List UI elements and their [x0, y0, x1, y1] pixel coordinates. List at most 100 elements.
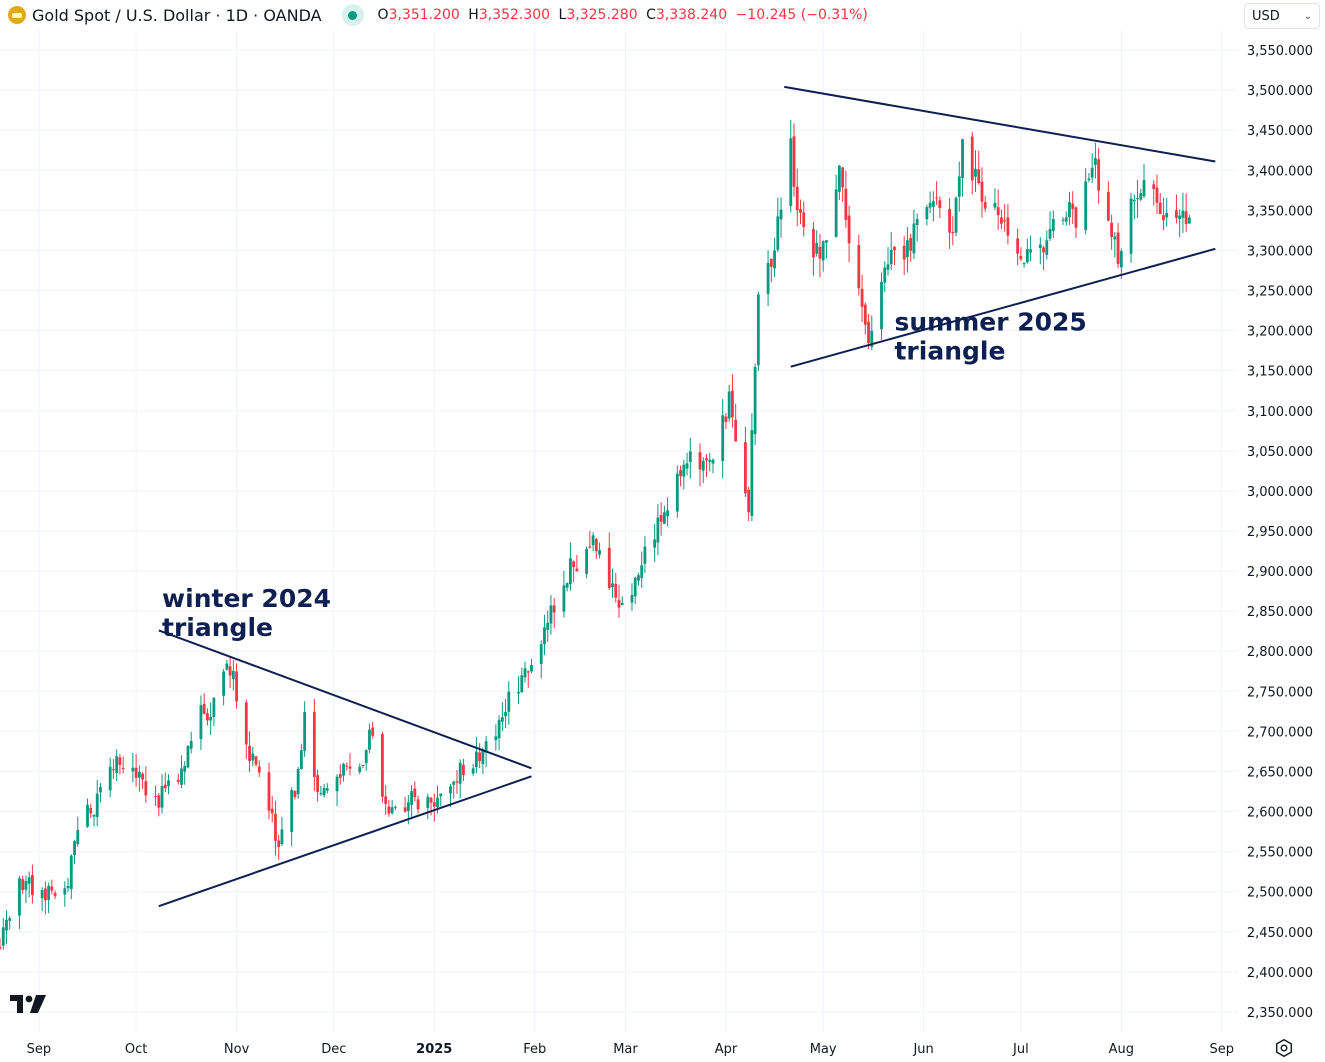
candle — [1139, 188, 1143, 202]
candle — [494, 724, 498, 751]
candle — [1165, 197, 1169, 227]
candle-body — [504, 711, 507, 717]
candle-body — [656, 517, 660, 543]
candle — [31, 864, 34, 904]
currency-selector[interactable]: USD ⌄ — [1244, 3, 1320, 29]
candle-body — [406, 802, 410, 812]
price-tick-label: 2,550.000 — [1247, 846, 1313, 861]
candle-body — [520, 675, 524, 692]
candle-body — [1064, 217, 1068, 222]
candle — [724, 413, 728, 430]
candle — [108, 757, 112, 798]
candle — [818, 233, 822, 278]
close-key: C — [646, 7, 656, 23]
candle — [27, 871, 31, 898]
price-tick-label: 2,700.000 — [1247, 725, 1313, 740]
candle — [1110, 214, 1114, 250]
candle — [99, 783, 102, 803]
candle-body — [206, 713, 209, 721]
candle-body — [1184, 211, 1188, 224]
candle-body — [633, 577, 637, 597]
candle — [202, 693, 206, 715]
candle-body — [484, 741, 488, 753]
candle-body — [769, 258, 773, 267]
candle-body — [1068, 202, 1071, 218]
candle — [296, 766, 300, 799]
candle-body — [523, 668, 527, 678]
candle-body — [734, 419, 738, 442]
price-tick-label: 2,900.000 — [1247, 565, 1313, 580]
candle-body — [731, 390, 734, 418]
candle — [390, 799, 394, 815]
candle — [520, 667, 524, 694]
candle — [507, 681, 511, 725]
market-status-icon[interactable] — [341, 4, 364, 26]
candle-body — [212, 697, 216, 718]
ohlc-legend: O3,351.200 H3,352.300 L3,325.280 C3,338.… — [378, 7, 872, 23]
time-axis[interactable]: Sep Oct Nov Dec 2025 Feb Mar Apr May Jun Jul Aug Sep — [27, 1042, 1234, 1057]
candle-body — [568, 558, 572, 585]
candle — [89, 803, 93, 819]
price-axis[interactable]: 2,350.000 2,400.000 2,450.000 2,500.000 2,55… — [1247, 44, 1313, 1021]
candle-body — [303, 711, 307, 751]
candle — [776, 197, 780, 253]
candle — [993, 188, 997, 211]
candle — [1003, 204, 1007, 232]
candle — [478, 743, 482, 769]
candle-body — [1181, 210, 1185, 218]
candle — [630, 583, 634, 612]
candle — [698, 443, 702, 487]
candle-body — [1162, 215, 1165, 221]
candle — [708, 452, 712, 472]
candle — [69, 854, 73, 900]
candle-body — [539, 644, 543, 664]
candle — [131, 752, 135, 783]
candle-body — [222, 671, 226, 696]
candle — [222, 668, 226, 706]
candle-body — [8, 918, 12, 921]
candle-body — [449, 786, 452, 794]
candle-body — [889, 249, 893, 265]
settings-gear-icon[interactable] — [1273, 1037, 1295, 1059]
candle-body — [1, 927, 5, 946]
candle-body — [526, 671, 530, 673]
candle — [299, 743, 303, 770]
candle-body — [637, 575, 640, 581]
candle — [160, 774, 164, 814]
candle-body — [1025, 249, 1029, 263]
candle — [500, 702, 504, 732]
candle — [675, 465, 679, 518]
price-tick-label: 2,850.000 — [1247, 605, 1313, 620]
candle — [753, 363, 757, 446]
candle-body — [1094, 158, 1097, 165]
candle — [439, 793, 443, 807]
high-value: 3,352.300 — [478, 7, 551, 23]
candle — [312, 698, 316, 791]
candle — [857, 234, 861, 296]
candle-body — [40, 890, 44, 899]
candle-body — [802, 212, 806, 228]
candle — [880, 272, 883, 340]
candle-body — [345, 765, 349, 767]
candle — [63, 881, 67, 907]
candle — [429, 797, 433, 816]
candle — [270, 796, 274, 823]
annotation-label: winter 2024 triangle — [162, 584, 331, 642]
candle-body — [471, 768, 475, 774]
candle — [893, 246, 896, 266]
candle-body — [163, 784, 167, 789]
symbol-title[interactable]: Gold Spot / U.S. Dollar · 1D · OANDA — [32, 5, 322, 25]
candle-body — [494, 736, 498, 741]
tradingview-logo-icon[interactable] — [9, 993, 47, 1015]
candle — [795, 168, 799, 227]
candle — [1090, 153, 1094, 183]
candle-body — [1090, 167, 1094, 178]
candle-body — [381, 734, 384, 797]
candle-body — [270, 808, 274, 814]
price-tick-label: 2,600.000 — [1247, 806, 1313, 821]
candle-body — [95, 793, 99, 818]
candle — [756, 291, 760, 371]
candle — [368, 723, 371, 754]
candle-body — [870, 330, 874, 347]
